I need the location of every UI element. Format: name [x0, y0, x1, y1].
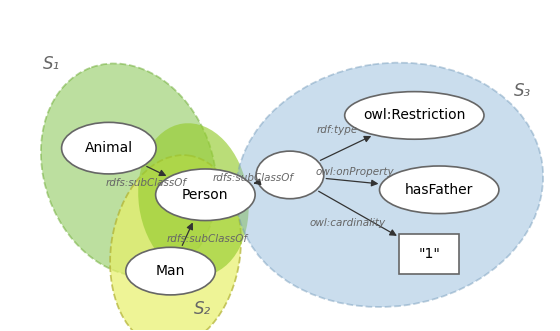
Text: rdfs:subClassOf: rdfs:subClassOf	[105, 178, 186, 188]
Ellipse shape	[156, 169, 255, 220]
Ellipse shape	[62, 122, 156, 174]
Text: owl:onProperty: owl:onProperty	[315, 167, 394, 177]
Text: S₂: S₂	[193, 300, 211, 318]
Ellipse shape	[41, 64, 217, 276]
Ellipse shape	[110, 155, 241, 331]
Ellipse shape	[138, 123, 249, 276]
Ellipse shape	[344, 92, 484, 139]
Ellipse shape	[380, 166, 499, 213]
Text: Person: Person	[182, 188, 228, 202]
Text: owl:cardinality: owl:cardinality	[310, 217, 386, 227]
FancyBboxPatch shape	[399, 234, 459, 274]
Text: S₃: S₃	[514, 82, 531, 100]
Ellipse shape	[126, 247, 216, 295]
Text: Man: Man	[156, 264, 185, 278]
Text: Animal: Animal	[85, 141, 133, 155]
Text: rdfs:subClassOf: rdfs:subClassOf	[213, 173, 293, 183]
Text: owl:Restriction: owl:Restriction	[363, 109, 465, 122]
Text: hasFather: hasFather	[405, 183, 473, 197]
Text: rdf:type: rdf:type	[317, 125, 358, 135]
Ellipse shape	[256, 151, 324, 199]
Ellipse shape	[236, 63, 543, 307]
Text: S₁: S₁	[43, 55, 60, 73]
Text: "1": "1"	[418, 247, 440, 261]
Text: rdfs:subClassOf: rdfs:subClassOf	[167, 234, 248, 244]
